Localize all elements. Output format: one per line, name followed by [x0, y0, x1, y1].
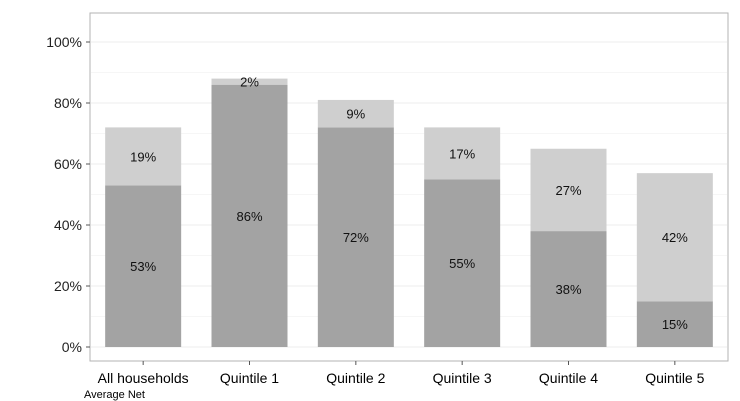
bar-segment-upper: [105, 127, 182, 186]
bar-segment-upper: [317, 99, 394, 128]
x-category-label: Quintile 2: [326, 370, 385, 386]
y-tick-label: 0%: [62, 339, 82, 355]
data-label: 2%: [240, 75, 259, 90]
axes: 0% 20% 40% 60% 80% 100% All households Quintile…: [46, 34, 704, 386]
gridlines: [91, 41, 727, 348]
bar-segment-lower: [530, 231, 607, 347]
bar-segment-lower: [317, 127, 394, 348]
data-label: 27%: [555, 183, 581, 198]
bar-segment-lower: [105, 185, 182, 347]
bar-segment-lower: [636, 301, 713, 347]
data-label: 15%: [662, 317, 688, 332]
data-label: 19%: [130, 149, 156, 164]
x-category-label: Quintile 4: [539, 370, 598, 386]
data-label: 38%: [555, 282, 581, 297]
data-label: 42%: [662, 230, 688, 245]
data-label: 53%: [130, 259, 156, 274]
x-category-label: Quintile 1: [220, 370, 279, 386]
x-category-label: Quintile 3: [433, 370, 492, 386]
bar-segment-upper: [211, 78, 288, 85]
y-tick-label: 100%: [46, 34, 82, 50]
data-label: 17%: [449, 146, 475, 161]
data-label: 9%: [346, 107, 365, 122]
bar-segment-upper: [530, 148, 607, 232]
bar-segment-lower: [424, 179, 501, 347]
y-tick-label: 20%: [54, 278, 82, 294]
footnote-text: Average Net: [84, 389, 145, 401]
bar-segment-lower: [211, 84, 288, 347]
y-tick-label: 40%: [54, 217, 82, 233]
y-tick-label: 80%: [54, 95, 82, 111]
data-label: 86%: [236, 209, 262, 224]
data-label: 55%: [449, 256, 475, 271]
bars: [105, 78, 713, 348]
x-category-label: All households: [98, 370, 189, 386]
data-label: 72%: [343, 230, 369, 245]
y-tick-label: 60%: [54, 156, 82, 172]
bar-segment-upper: [636, 173, 713, 302]
plot-background: [89, 12, 729, 362]
bar-segment-upper: [424, 127, 501, 180]
x-category-label: Quintile 5: [645, 370, 704, 386]
data-labels: 53% 19% 86% 2% 72% 9% 55% 17% 38% 27% 15% 42%: [130, 75, 688, 332]
